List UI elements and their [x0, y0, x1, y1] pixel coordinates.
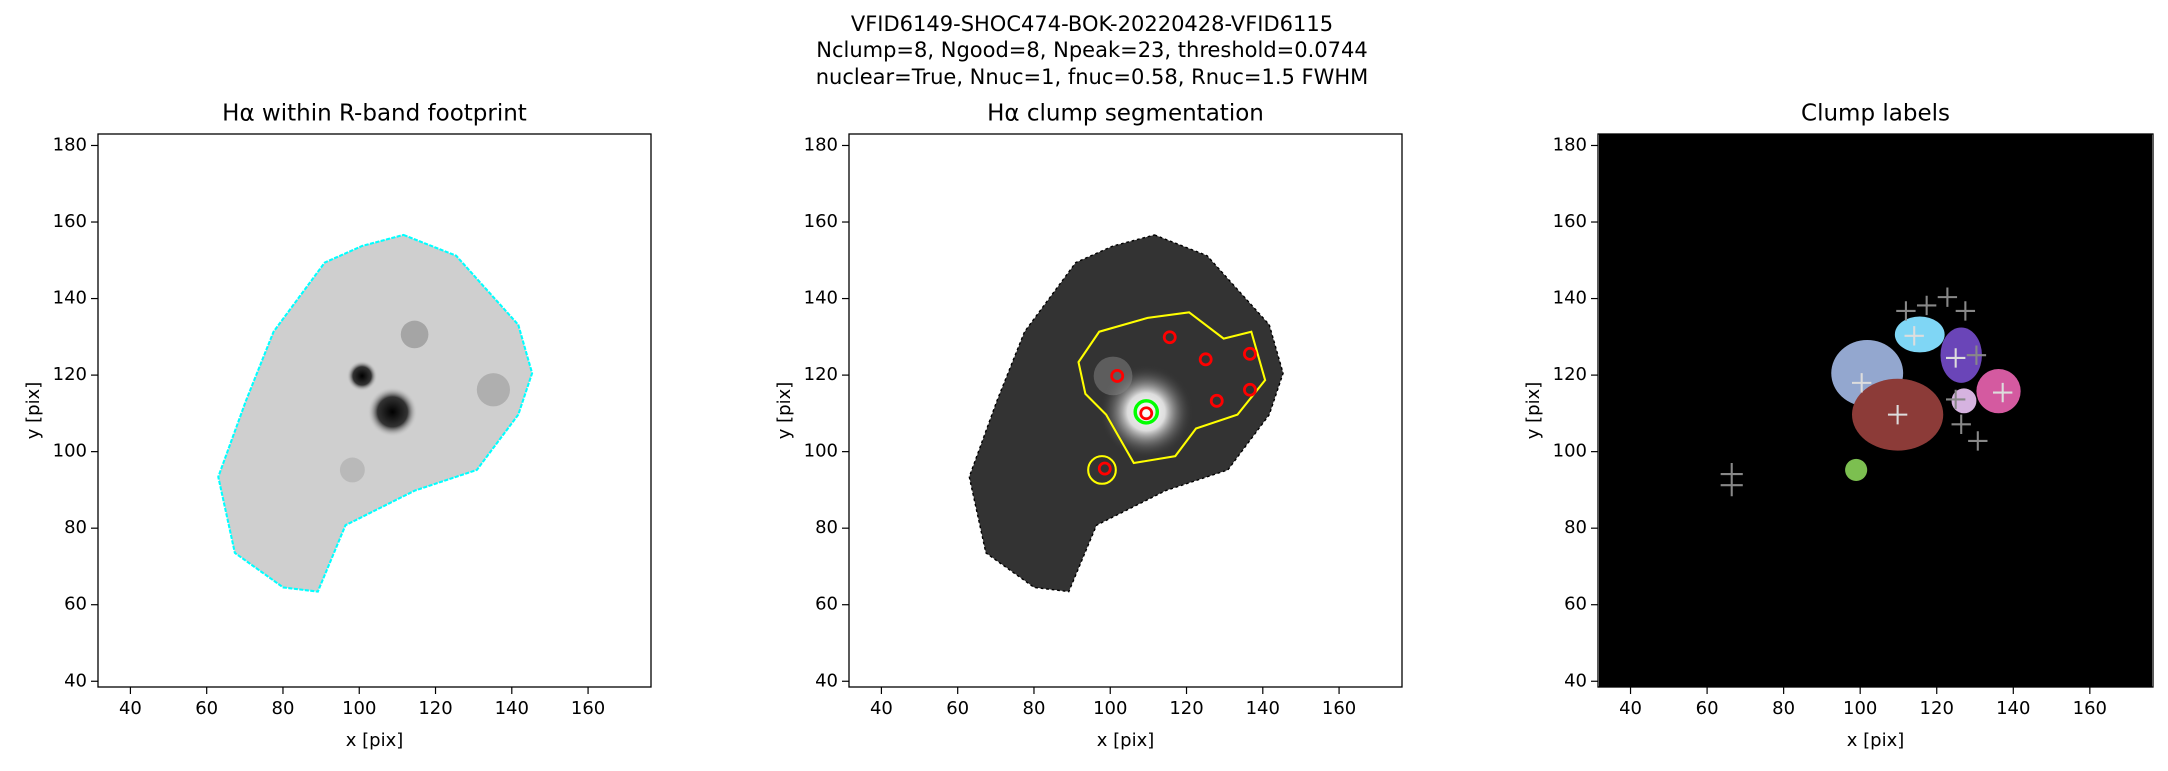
x-tick-label: 160	[1322, 698, 1356, 719]
x-tick-label: 120	[418, 698, 452, 719]
x-tick-label: 160	[571, 698, 605, 719]
y-tick-label: 100	[53, 441, 87, 462]
y-tick-label: 60	[815, 594, 838, 615]
y-tick-label: 160	[1553, 211, 1587, 232]
x-tick-label: 80	[272, 698, 295, 719]
y-tick-label: 80	[64, 517, 87, 538]
y-tick-label: 120	[53, 364, 87, 385]
y-tick-label: 180	[53, 134, 87, 155]
x-tick-label: 160	[2073, 698, 2107, 719]
y-tick-label: 80	[1564, 517, 1587, 538]
y-tick-label: 180	[804, 134, 838, 155]
x-tick-label: 40	[119, 698, 142, 719]
axes-title: Hα clump segmentation	[987, 101, 1264, 127]
y-tick-label: 180	[1553, 134, 1587, 155]
x-tick-label: 40	[870, 698, 893, 719]
x-tick-label: 80	[1772, 698, 1795, 719]
image	[217, 233, 534, 593]
image	[1599, 134, 2152, 687]
y-tick-label: 80	[815, 517, 838, 538]
x-axis-label: x [pix]	[1097, 730, 1155, 751]
y-tick-label: 140	[804, 288, 838, 309]
y-tick-label: 40	[815, 670, 838, 691]
x-axis-label: x [pix]	[346, 730, 404, 751]
y-tick-label: 100	[804, 441, 838, 462]
x-tick-label: 140	[1996, 698, 2030, 719]
x-tick-label: 60	[195, 698, 218, 719]
x-tick-label: 100	[342, 698, 376, 719]
figure-title: Nclump=8, Ngood=8, Npeak=23, threshold=0…	[816, 38, 1368, 62]
y-tick-label: 100	[1553, 441, 1587, 462]
x-tick-label: 120	[1920, 698, 1954, 719]
y-tick-label: 40	[1564, 670, 1587, 691]
x-tick-label: 140	[1246, 698, 1280, 719]
figure-title: VFID6149-SHOC474-BOK-20220428-VFID6115	[851, 12, 1333, 36]
y-tick-label: 160	[804, 211, 838, 232]
x-tick-label: 140	[495, 698, 529, 719]
y-tick-label: 140	[1553, 288, 1587, 309]
x-tick-label: 60	[946, 698, 969, 719]
y-tick-label: 60	[1564, 594, 1587, 615]
axes-title: Clump labels	[1801, 101, 1950, 127]
y-tick-label: 120	[1553, 364, 1587, 385]
x-tick-label: 100	[1093, 698, 1127, 719]
y-axis-label: y [pix]	[1523, 382, 1544, 440]
x-axis-label: x [pix]	[1847, 730, 1905, 751]
y-tick-label: 140	[53, 288, 87, 309]
x-tick-label: 40	[1619, 698, 1642, 719]
x-tick-label: 60	[1696, 698, 1719, 719]
axes-frame	[97, 133, 652, 688]
axes-title: Hα within R-band footprint	[222, 101, 527, 127]
axes-frame	[1597, 133, 2154, 688]
figure-title: nuclear=True, Nnuc=1, fnuc=0.58, Rnuc=1.…	[816, 65, 1369, 89]
x-tick-label: 100	[1843, 698, 1877, 719]
image	[968, 234, 1284, 593]
y-tick-label: 120	[804, 364, 838, 385]
y-axis-label: y [pix]	[774, 382, 795, 440]
y-axis-label: y [pix]	[23, 382, 44, 440]
axes-frame	[848, 133, 1403, 688]
y-tick-label: 60	[64, 594, 87, 615]
y-tick-label: 40	[64, 670, 87, 691]
x-tick-label: 120	[1169, 698, 1203, 719]
x-tick-label: 80	[1023, 698, 1046, 719]
y-tick-label: 160	[53, 211, 87, 232]
